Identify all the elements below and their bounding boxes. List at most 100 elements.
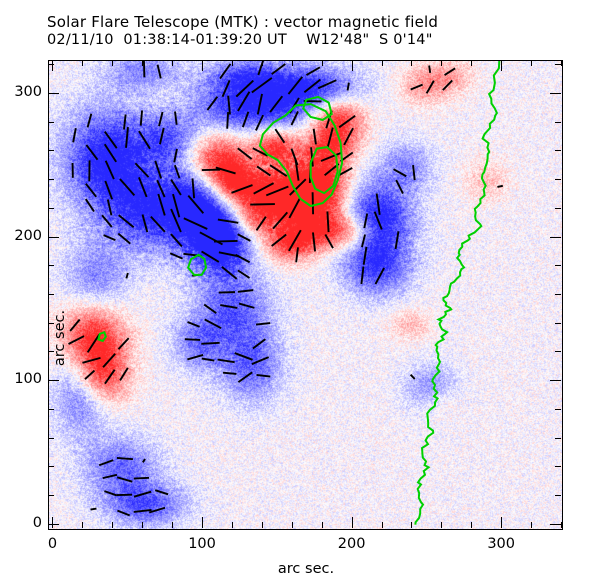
field-vector <box>231 184 253 194</box>
y-tick <box>48 523 59 525</box>
field-vector <box>290 111 299 126</box>
field-vector <box>125 127 129 148</box>
field-vector <box>294 159 300 181</box>
field-vector <box>117 232 131 245</box>
field-vector <box>255 216 267 231</box>
field-vector <box>221 80 231 98</box>
field-vector <box>206 96 219 111</box>
field-vector <box>184 338 201 341</box>
field-vector <box>101 214 113 228</box>
x-tick-top <box>471 60 473 66</box>
y-tick-right <box>550 236 561 238</box>
y-tick-right <box>555 294 561 295</box>
field-vector <box>170 233 183 248</box>
field-vector <box>289 178 307 196</box>
field-vector <box>102 353 116 368</box>
field-vector <box>256 373 271 378</box>
field-vector <box>346 82 350 91</box>
field-vector <box>295 247 299 263</box>
x-tick-top <box>531 60 533 66</box>
y-tick-right <box>550 380 561 382</box>
field-vector <box>255 114 264 131</box>
x-tick-label: 300 <box>487 536 516 552</box>
field-vector <box>125 272 129 279</box>
field-vector <box>169 252 183 260</box>
y-tick-right <box>555 150 561 152</box>
field-vector <box>133 508 152 513</box>
field-vector <box>320 152 342 162</box>
x-tick <box>112 522 114 528</box>
field-vector <box>187 354 204 361</box>
field-vector <box>82 356 101 364</box>
y-tick-right <box>555 64 561 66</box>
field-vector <box>375 193 381 215</box>
field-vector <box>123 114 127 130</box>
field-vector <box>269 164 288 177</box>
x-tick-label: 0 <box>47 536 58 552</box>
y-tick-right <box>555 265 561 267</box>
field-vector <box>191 178 196 199</box>
contour-line <box>302 95 333 121</box>
field-vector <box>237 91 251 112</box>
field-vector <box>274 128 286 144</box>
field-vector <box>170 208 182 233</box>
field-vector <box>234 352 253 361</box>
field-vector <box>305 66 321 76</box>
y-tick <box>48 265 54 267</box>
field-vector <box>158 111 164 127</box>
x-tick <box>351 517 353 528</box>
field-vector <box>154 160 163 179</box>
y-tick-right <box>555 494 561 496</box>
y-tick-label: 100 <box>14 371 42 388</box>
field-vector <box>150 215 166 233</box>
field-vector <box>271 233 287 247</box>
field-vector <box>361 234 366 248</box>
y-tick <box>48 494 54 496</box>
field-vector <box>288 229 302 252</box>
contour-line <box>97 331 107 343</box>
field-vector <box>72 128 77 143</box>
x-tick-top <box>411 60 413 66</box>
x-tick <box>471 522 473 528</box>
field-vector <box>204 318 222 330</box>
y-tick <box>48 408 54 410</box>
x-tick-top <box>561 60 562 66</box>
field-vector <box>139 110 144 126</box>
x-tick-top <box>321 60 323 66</box>
field-vector <box>103 130 118 149</box>
field-vector <box>394 231 400 250</box>
field-vector <box>362 246 368 265</box>
field-vector <box>86 113 93 128</box>
x-tick-label: 200 <box>337 536 366 552</box>
field-vector <box>142 458 146 463</box>
x-tick <box>82 522 84 528</box>
field-vector <box>343 127 354 146</box>
x-tick-top <box>172 60 174 66</box>
x-tick-top <box>231 60 233 66</box>
field-vector <box>235 79 254 98</box>
field-vector <box>69 318 81 332</box>
field-vector <box>118 214 135 229</box>
x-tick <box>172 522 174 528</box>
field-vector <box>201 357 215 362</box>
field-vector <box>338 115 356 129</box>
field-vector <box>410 83 423 91</box>
field-vector <box>103 234 116 241</box>
field-vector <box>253 182 275 195</box>
y-axis-title: arc sec. <box>52 309 68 367</box>
field-vector <box>251 356 270 365</box>
magnetogram-image <box>49 61 562 529</box>
y-tick <box>48 150 54 152</box>
x-tick-label: 100 <box>188 536 216 552</box>
y-tick <box>48 93 59 95</box>
x-tick-top <box>501 60 503 71</box>
y-tick-right <box>555 466 561 468</box>
x-tick <box>321 522 323 528</box>
field-vector <box>119 178 136 196</box>
x-tick <box>531 522 533 528</box>
field-vector <box>217 358 235 364</box>
figure-title: Solar Flare Telescope (MTK) : vector mag… <box>47 13 439 31</box>
field-vector <box>237 233 251 242</box>
x-tick <box>441 522 443 528</box>
